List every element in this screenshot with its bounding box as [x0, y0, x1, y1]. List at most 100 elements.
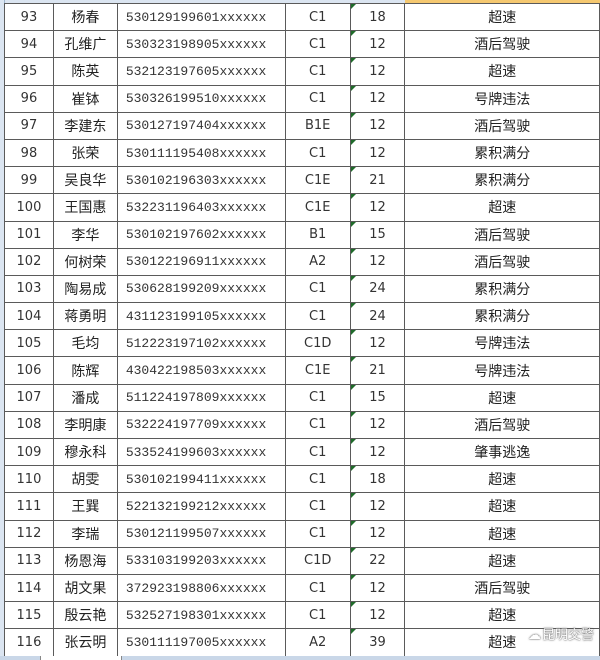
cell-reason[interactable]: 超速: [404, 2, 600, 32]
cell-license-class[interactable]: C1: [284, 138, 351, 168]
cell-license-class[interactable]: C1: [284, 30, 351, 59]
cell-id-number[interactable]: 530127197404xxxxxx: [116, 111, 286, 140]
cell-name[interactable]: 王国惠: [52, 193, 118, 222]
cell-name[interactable]: 潘成: [52, 383, 118, 412]
cell-name[interactable]: 张云明: [52, 628, 118, 657]
cell-license-class[interactable]: C1: [284, 57, 351, 86]
cell-license-class[interactable]: C1: [284, 519, 351, 548]
cell-number[interactable]: 113: [4, 546, 54, 575]
cell-name[interactable]: 张荣: [52, 138, 118, 168]
cell-license-class[interactable]: C1E: [284, 193, 351, 222]
cell-name[interactable]: 杨春: [52, 2, 118, 32]
cell-reason[interactable]: 超速: [404, 628, 600, 657]
cell-name[interactable]: 胡雯: [52, 465, 118, 494]
cell-reason[interactable]: 累积满分: [404, 302, 600, 331]
cell-id-number[interactable]: 530102196303xxxxxx: [116, 166, 286, 195]
cell-name[interactable]: 李明康: [52, 410, 118, 440]
cell-points[interactable]: 12: [349, 437, 406, 467]
cell-name[interactable]: 吴良华: [52, 166, 118, 195]
cell-id-number[interactable]: 530326199510xxxxxx: [116, 84, 286, 113]
cell-id-number[interactable]: 532224197709xxxxxx: [116, 410, 286, 440]
cell-reason[interactable]: 超速: [404, 57, 600, 86]
cell-reason[interactable]: 超速: [404, 492, 600, 521]
cell-id-number[interactable]: 512223197102xxxxxx: [116, 329, 286, 358]
cell-points[interactable]: 39: [349, 628, 406, 657]
cell-license-class[interactable]: C1D: [284, 546, 351, 575]
cell-points[interactable]: 15: [349, 220, 406, 249]
cell-reason[interactable]: 酒后驾驶: [404, 220, 600, 249]
cell-reason[interactable]: 酒后驾驶: [404, 410, 600, 440]
cell-number[interactable]: 99: [4, 166, 54, 195]
cell-name[interactable]: 胡文果: [52, 573, 118, 603]
cell-name[interactable]: 李建东: [52, 111, 118, 140]
cell-license-class[interactable]: C1D: [284, 329, 351, 358]
cell-number[interactable]: 116: [4, 628, 54, 657]
cell-name[interactable]: 穆永科: [52, 437, 118, 467]
cell-name[interactable]: 陈英: [52, 57, 118, 86]
cell-id-number[interactable]: 511224197809xxxxxx: [116, 383, 286, 412]
cell-points[interactable]: 12: [349, 193, 406, 222]
cell-number[interactable]: 111: [4, 492, 54, 521]
cell-license-class[interactable]: C1: [284, 383, 351, 412]
cell-reason[interactable]: 酒后驾驶: [404, 111, 600, 140]
cell-number[interactable]: 96: [4, 84, 54, 113]
cell-license-class[interactable]: C1: [284, 601, 351, 630]
cell-id-number[interactable]: 533103199203xxxxxx: [116, 546, 286, 575]
cell-id-number[interactable]: 530121199507xxxxxx: [116, 519, 286, 548]
cell-name[interactable]: 殷云艳: [52, 601, 118, 630]
cell-name[interactable]: 王巽: [52, 492, 118, 521]
cell-number[interactable]: 115: [4, 601, 54, 630]
cell-reason[interactable]: 酒后驾驶: [404, 573, 600, 603]
cell-id-number[interactable]: 372923198806xxxxxx: [116, 573, 286, 603]
cell-id-number[interactable]: 530102197602xxxxxx: [116, 220, 286, 249]
cell-id-number[interactable]: 530628199209xxxxxx: [116, 274, 286, 304]
cell-license-class[interactable]: C1: [284, 410, 351, 440]
cell-reason[interactable]: 酒后驾驶: [404, 247, 600, 276]
cell-reason[interactable]: 酒后驾驶: [404, 30, 600, 59]
cell-name[interactable]: 毛均: [52, 329, 118, 358]
cell-license-class[interactable]: A2: [284, 247, 351, 276]
cell-points[interactable]: 12: [349, 410, 406, 440]
cell-points[interactable]: 22: [349, 546, 406, 575]
cell-number[interactable]: 103: [4, 274, 54, 304]
cell-license-class[interactable]: B1E: [284, 111, 351, 140]
cell-points[interactable]: 21: [349, 166, 406, 195]
cell-number[interactable]: 95: [4, 57, 54, 86]
cell-name[interactable]: 陈辉: [52, 356, 118, 385]
cell-reason[interactable]: 超速: [404, 601, 600, 630]
cell-license-class[interactable]: C1: [284, 84, 351, 113]
cell-number[interactable]: 106: [4, 356, 54, 385]
sheet-tab[interactable]: [40, 656, 122, 660]
cell-name[interactable]: 孔维广: [52, 30, 118, 59]
cell-id-number[interactable]: 431123199105xxxxxx: [116, 302, 286, 331]
cell-id-number[interactable]: 530111195408xxxxxx: [116, 138, 286, 168]
cell-reason[interactable]: 累积满分: [404, 166, 600, 195]
cell-id-number[interactable]: 530102199411xxxxxx: [116, 465, 286, 494]
cell-points[interactable]: 18: [349, 2, 406, 32]
cell-license-class[interactable]: C1: [284, 465, 351, 494]
cell-reason[interactable]: 超速: [404, 546, 600, 575]
cell-license-class[interactable]: C1: [284, 302, 351, 331]
cell-id-number[interactable]: 530129199601xxxxxx: [116, 2, 286, 32]
cell-license-class[interactable]: C1E: [284, 356, 351, 385]
cell-name[interactable]: 杨恩海: [52, 546, 118, 575]
cell-number[interactable]: 98: [4, 138, 54, 168]
cell-id-number[interactable]: 532231196403xxxxxx: [116, 193, 286, 222]
cell-reason[interactable]: 超速: [404, 465, 600, 494]
cell-number[interactable]: 94: [4, 30, 54, 59]
cell-points[interactable]: 24: [349, 274, 406, 304]
cell-number[interactable]: 104: [4, 302, 54, 331]
cell-points[interactable]: 12: [349, 519, 406, 548]
cell-reason[interactable]: 超速: [404, 383, 600, 412]
cell-points[interactable]: 12: [349, 30, 406, 59]
cell-name[interactable]: 陶易成: [52, 274, 118, 304]
cell-reason[interactable]: 超速: [404, 193, 600, 222]
cell-license-class[interactable]: C1E: [284, 166, 351, 195]
cell-points[interactable]: 12: [349, 329, 406, 358]
cell-reason[interactable]: 肇事逃逸: [404, 437, 600, 467]
cell-points[interactable]: 12: [349, 57, 406, 86]
cell-license-class[interactable]: A2: [284, 628, 351, 657]
cell-points[interactable]: 12: [349, 84, 406, 113]
cell-number[interactable]: 105: [4, 329, 54, 358]
cell-number[interactable]: 102: [4, 247, 54, 276]
